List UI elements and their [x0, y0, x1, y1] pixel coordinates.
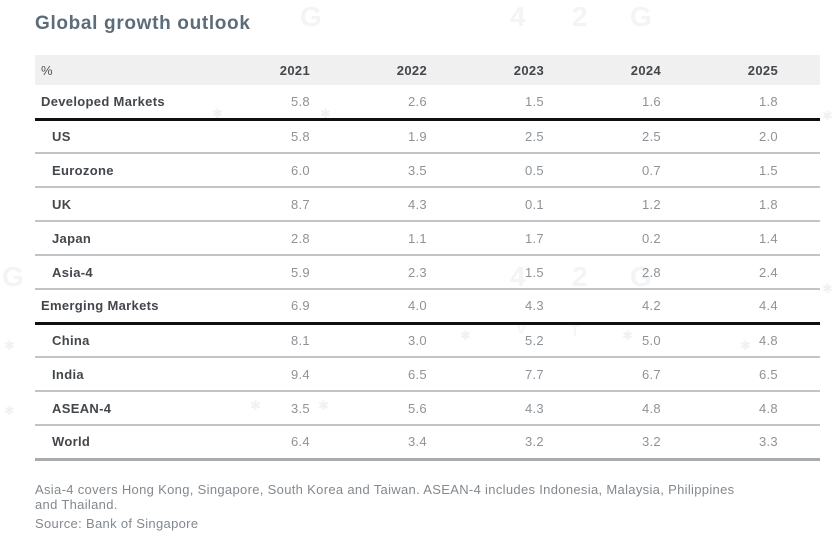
value-cell: 1.4 — [703, 221, 820, 256]
value-cell: 3.0 — [352, 323, 469, 358]
footnote-line-1: Asia-4 covers Hong Kong, Singapore, Sout… — [35, 481, 735, 497]
value-cell: 4.3 — [469, 289, 586, 325]
value-cell: 4.8 — [703, 323, 820, 358]
content: Global growth outlook % 2021 2022 2023 2024 2… — [0, 13, 838, 532]
table-row-japan: Japan 2.8 1.1 1.7 0.2 1.4 — [35, 221, 820, 256]
value-cell: 1.9 — [352, 119, 469, 154]
value-cell: 6.5 — [703, 357, 820, 392]
value-cell: 1.5 — [469, 255, 586, 290]
footnote-line-2: and Thailand. — [35, 497, 118, 513]
value-cell: 2.5 — [586, 119, 703, 154]
value-cell: 0.7 — [586, 153, 703, 188]
value-cell: 5.9 — [235, 255, 352, 290]
value-cell: 4.8 — [703, 391, 820, 426]
value-cell: 7.7 — [469, 357, 586, 392]
value-cell: 3.2 — [586, 425, 703, 461]
value-cell: 4.3 — [352, 187, 469, 222]
row-label: Japan — [35, 221, 235, 256]
value-cell: 3.3 — [703, 425, 820, 461]
source-note: Source: Bank of Singapore — [35, 516, 199, 532]
row-label: India — [35, 357, 235, 392]
value-cell: 2.8 — [235, 221, 352, 256]
value-cell: 2.8 — [586, 255, 703, 290]
value-cell: 0.1 — [469, 187, 586, 222]
value-cell: 4.3 — [469, 391, 586, 426]
value-cell: 5.0 — [586, 323, 703, 358]
value-cell: 4.8 — [586, 391, 703, 426]
value-cell: 2.3 — [352, 255, 469, 290]
value-cell: 4.2 — [586, 289, 703, 325]
value-cell: 1.1 — [352, 221, 469, 256]
value-cell: 4.4 — [703, 289, 820, 325]
column-header-year: 2024 — [586, 55, 703, 85]
row-label: Asia-4 — [35, 255, 235, 290]
value-cell: 8.1 — [235, 323, 352, 358]
footnote: Asia-4 covers Hong Kong, Singapore, Sout… — [35, 482, 825, 533]
page-title: Global growth outlook — [35, 13, 251, 34]
value-cell: 1.7 — [469, 221, 586, 256]
value-cell: 0.5 — [469, 153, 586, 188]
row-label: Emerging Markets — [35, 289, 235, 325]
column-header-year: 2025 — [703, 55, 820, 85]
table-body: Developed Markets 5.8 2.6 1.5 1.6 1.8 US 5.8 1.9… — [35, 85, 820, 461]
value-cell: 2.0 — [703, 119, 820, 154]
row-label: ASEAN-4 — [35, 391, 235, 426]
value-cell: 1.2 — [586, 187, 703, 222]
value-cell: 3.5 — [235, 391, 352, 426]
table-row-asia-4: Asia-4 5.9 2.3 1.5 2.8 2.4 — [35, 255, 820, 290]
value-cell: 0.2 — [586, 221, 703, 256]
value-cell: 3.4 — [352, 425, 469, 461]
value-cell: 2.6 — [352, 85, 469, 121]
value-cell: 6.7 — [586, 357, 703, 392]
value-cell: 2.5 — [469, 119, 586, 154]
table-row-uk: UK 8.7 4.3 0.1 1.2 1.8 — [35, 187, 820, 222]
value-cell: 1.6 — [586, 85, 703, 121]
table-row-india: India 9.4 6.5 7.7 6.7 6.5 — [35, 357, 820, 392]
row-label: UK — [35, 187, 235, 222]
value-cell: 6.9 — [235, 289, 352, 325]
table-row-eurozone: Eurozone 6.0 3.5 0.5 0.7 1.5 — [35, 153, 820, 188]
column-header-year: 2021 — [235, 55, 352, 85]
value-cell: 8.7 — [235, 187, 352, 222]
value-cell: 3.2 — [469, 425, 586, 461]
value-cell: 5.8 — [235, 119, 352, 154]
value-cell: 6.5 — [352, 357, 469, 392]
value-cell: 6.0 — [235, 153, 352, 188]
table-row-us: US 5.8 1.9 2.5 2.5 2.0 — [35, 119, 820, 154]
table-row-world: World 6.4 3.4 3.2 3.2 3.3 — [35, 425, 820, 461]
value-cell: 3.5 — [352, 153, 469, 188]
row-label: US — [35, 119, 235, 154]
value-cell: 1.8 — [703, 85, 820, 121]
column-header-year: 2022 — [352, 55, 469, 85]
value-cell: 1.5 — [703, 153, 820, 188]
value-cell: 1.8 — [703, 187, 820, 222]
growth-outlook-table: % 2021 2022 2023 2024 2025 Developed Markets 5… — [35, 55, 820, 461]
value-cell: 1.5 — [469, 85, 586, 121]
table-row-developed-markets: Developed Markets 5.8 2.6 1.5 1.6 1.8 — [35, 85, 820, 121]
row-label: World — [35, 425, 235, 461]
table-header: % 2021 2022 2023 2024 2025 — [35, 55, 820, 85]
row-label: Developed Markets — [35, 85, 235, 121]
value-cell: 5.6 — [352, 391, 469, 426]
table-row-china: China 8.1 3.0 5.2 5.0 4.8 — [35, 323, 820, 358]
column-header-unit: % — [35, 55, 235, 85]
row-label: China — [35, 323, 235, 358]
table-row-asean-4: ASEAN-4 3.5 5.6 4.3 4.8 4.8 — [35, 391, 820, 426]
value-cell: 2.4 — [703, 255, 820, 290]
row-label: Eurozone — [35, 153, 235, 188]
value-cell: 9.4 — [235, 357, 352, 392]
value-cell: 5.8 — [235, 85, 352, 121]
column-header-year: 2023 — [469, 55, 586, 85]
table-row-emerging-markets: Emerging Markets 6.9 4.0 4.3 4.2 4.4 — [35, 289, 820, 325]
value-cell: 5.2 — [469, 323, 586, 358]
table-header-row: % 2021 2022 2023 2024 2025 — [35, 55, 820, 85]
value-cell: 6.4 — [235, 425, 352, 461]
value-cell: 4.0 — [352, 289, 469, 325]
